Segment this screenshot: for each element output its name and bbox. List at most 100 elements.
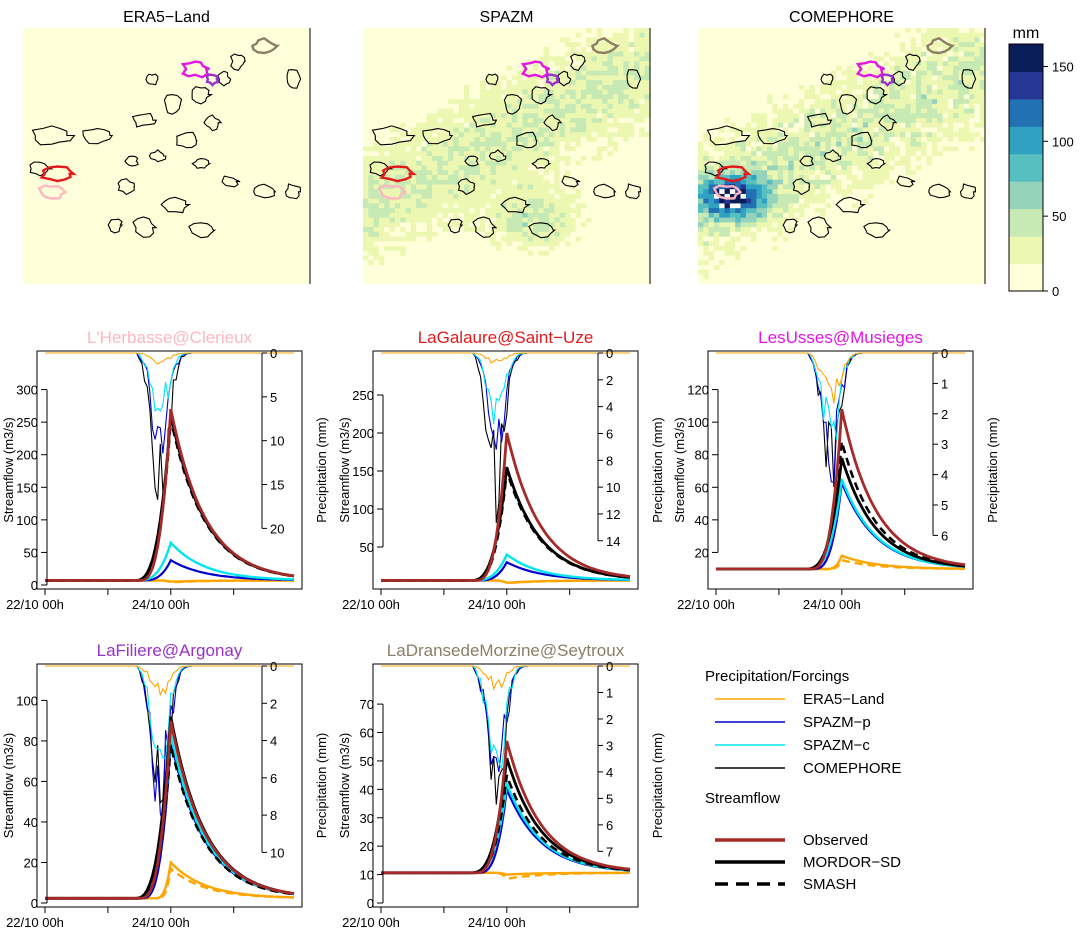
legend-title-streamflow: Streamflow: [705, 790, 780, 807]
streamflow-tick-label: 60: [24, 774, 38, 789]
map-title: SPAZM: [480, 9, 534, 26]
y2-axis-label: Precipitation (mm): [650, 417, 665, 522]
legend-label: MORDOR−SD: [803, 854, 901, 871]
colorbar-tick-label: 150: [1052, 59, 1074, 74]
y-axis-label: Streamflow (m3/s): [672, 417, 687, 522]
map-panel-1: ERA5−Land: [23, 9, 311, 284]
y-axis-label: Streamflow (m3/s): [1, 733, 16, 838]
precip-tick-label: 0: [606, 346, 613, 361]
catchment-outlines: [29, 53, 302, 239]
streamflow-tick-label: 250: [352, 388, 374, 403]
precip-series-era5: [381, 352, 630, 364]
x-tick-label: 24/10 00h: [468, 915, 526, 930]
y2-axis-label: Precipitation (mm): [314, 733, 329, 838]
streamflow-series-observed: [381, 432, 631, 582]
colorbar-unit: mm: [1013, 25, 1040, 42]
precip-tick-label: 5: [270, 390, 277, 405]
colorbar-segment: [1009, 236, 1043, 265]
streamflow-tick-label: 100: [16, 513, 38, 528]
streamflow-tick-label: 300: [16, 383, 38, 398]
legend: Precipitation/Forcings ERA5−Land SPAZM−p SP…: [705, 668, 901, 893]
precip-tick-label: 0: [941, 346, 948, 361]
streamflow-series-observed: [45, 720, 295, 900]
streamflow-tick-label: 0: [367, 896, 374, 911]
hydrograph-panel-3: 20 40 60 80 100 120 0 1 2 3 4 5 6 22/10 00h 24/10 00h S…: [672, 328, 1000, 612]
streamflow-tick-label: 20: [360, 839, 374, 854]
map-panel-3: COMEPHORE: [698, 9, 986, 284]
legend-label: COMEPHORE: [803, 760, 901, 777]
colorbar: mm 0 50 100 150: [1008, 25, 1074, 299]
precip-tick-label: 4: [941, 468, 948, 483]
y2-axis-label: Precipitation (mm): [985, 417, 1000, 522]
highlighted-catchment: [180, 60, 210, 79]
precip-series-spazm_c: [381, 352, 630, 425]
precip-tick-label: 1: [941, 376, 948, 391]
streamflow-tick-label: 10: [360, 868, 374, 883]
precip-tick-label: 3: [941, 437, 948, 452]
streamflow-series-smash: [381, 774, 631, 875]
precip-tick-label: 7: [606, 844, 613, 859]
x-tick-label: 22/10 00h: [677, 597, 735, 612]
streamflow-tick-label: 200: [16, 448, 38, 463]
streamflow-tick-label: 200: [352, 426, 374, 441]
streamflow-tick-label: 20: [695, 545, 709, 560]
streamflow-tick-label: 150: [352, 464, 374, 479]
plot-frame: [372, 350, 639, 590]
streamflow-series-mordor: [381, 757, 631, 875]
panel-title: LaDransedeMorzine@Seytroux: [387, 641, 625, 660]
legend-label: SPAZM−p: [803, 714, 871, 731]
precip-tick-label: 8: [270, 808, 277, 823]
precipitation-field: [23, 28, 310, 284]
colorbar-tick-label: 0: [1052, 284, 1059, 299]
y-axis-label: Streamflow (m3/s): [337, 733, 352, 838]
precip-tick-label: 6: [606, 426, 613, 441]
streamflow-tick-label: 100: [352, 502, 374, 517]
hydrograph-panel-1: 0 50 100 150 200 250 300 0 5 10 15 20 22/10 00h 24/10…: [1, 328, 329, 612]
streamflow-tick-label: 50: [360, 540, 374, 555]
colorbar-segment: [1009, 71, 1043, 100]
precip-tick-label: 2: [606, 712, 613, 727]
y-axis-label: Streamflow (m3/s): [337, 417, 352, 522]
panel-title: LaFiliere@Argonay: [97, 641, 243, 660]
map-title: ERA5−Land: [123, 9, 210, 26]
streamflow-tick-label: 60: [360, 726, 374, 741]
precip-tick-label: 6: [941, 528, 948, 543]
precip-tick-label: 10: [270, 845, 284, 860]
precip-tick-label: 6: [270, 771, 277, 786]
map-title: COMEPHORE: [789, 9, 894, 26]
highlighted-catchment: [520, 60, 550, 79]
x-tick-label: 22/10 00h: [6, 597, 64, 612]
highlighted-catchment: [377, 184, 407, 200]
precip-tick-label: 4: [606, 765, 613, 780]
precip-series-era5: [716, 352, 965, 404]
streamflow-tick-label: 80: [24, 734, 38, 749]
x-tick-label: 22/10 00h: [6, 915, 64, 930]
streamflow-series-observed: [381, 740, 631, 875]
legend-label: Observed: [803, 832, 868, 849]
plot-frame: [372, 663, 639, 908]
precip-tick-label: 0: [606, 659, 613, 674]
catchment-outlines: [704, 53, 977, 239]
y2-axis-label: Precipitation (mm): [650, 733, 665, 838]
precip-tick-label: 14: [606, 534, 620, 549]
streamflow-tick-label: 120: [687, 383, 709, 398]
catchment-outlines: [369, 53, 642, 239]
panel-title: LaGalaure@Saint−Uze: [418, 328, 594, 347]
highlighted-catchment: [545, 73, 560, 87]
precip-tick-label: 6: [606, 818, 613, 833]
precip-tick-label: 1: [606, 685, 613, 700]
precip-series-era5: [45, 665, 294, 697]
highlighted-catchment: [714, 165, 752, 183]
precipitation-maps: ERA5−Land SPAZM COMEPHORE: [23, 9, 986, 284]
legend-label: SPAZM−c: [803, 737, 870, 754]
streamflow-tick-label: 40: [695, 513, 709, 528]
streamflow-tick-label: 150: [16, 480, 38, 495]
plot-frame: [36, 663, 303, 908]
colorbar-segment: [1009, 126, 1043, 155]
streamflow-tick-label: 60: [695, 480, 709, 495]
highlighted-catchment: [712, 184, 742, 200]
streamflow-series-observed: [45, 408, 295, 582]
x-tick-label: 24/10 00h: [132, 597, 190, 612]
streamflow-tick-label: 50: [24, 545, 38, 560]
